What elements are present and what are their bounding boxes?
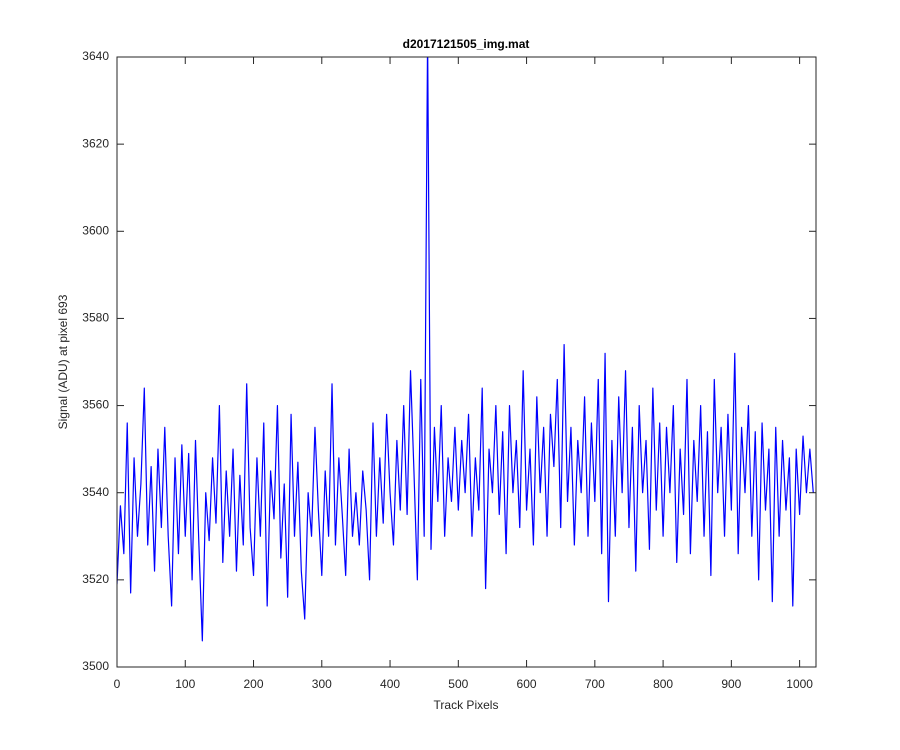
- x-tick-label: 100: [175, 677, 195, 691]
- y-axis-label: Signal (ADU) at pixel 693: [56, 294, 70, 429]
- axes-box: [116, 56, 817, 668]
- x-tick-label: 0: [114, 677, 121, 691]
- y-tick-label: 3580: [82, 311, 109, 325]
- data-line: [117, 57, 814, 642]
- plot-area: [117, 57, 816, 667]
- x-tick-label: 400: [380, 677, 400, 691]
- x-tick-label: 800: [653, 677, 673, 691]
- chart-title: d2017121505_img.mat: [403, 37, 530, 51]
- x-tick-label: 600: [517, 677, 537, 691]
- y-tick-label: 3500: [82, 659, 109, 673]
- y-tick-label: 3540: [82, 485, 109, 499]
- y-tick-label: 3520: [82, 572, 109, 586]
- y-tick-label: 3620: [82, 136, 109, 150]
- axes: 0 100 200 300 400 500 600 700 800 900 1000 3500 3520…: [82, 49, 817, 691]
- x-tick-label: 500: [448, 677, 468, 691]
- x-axis-label: Track Pixels: [434, 698, 499, 712]
- y-tick-label: 3560: [82, 398, 109, 412]
- y-tick-label: 3640: [82, 49, 109, 63]
- x-tick-label: 300: [312, 677, 332, 691]
- x-tick-label: 200: [244, 677, 264, 691]
- x-tick-label: 1000: [786, 677, 813, 691]
- x-tick-label: 700: [585, 677, 605, 691]
- y-tick-label: 3600: [82, 223, 109, 237]
- plot-content: [117, 57, 814, 642]
- x-tick-label: 900: [721, 677, 741, 691]
